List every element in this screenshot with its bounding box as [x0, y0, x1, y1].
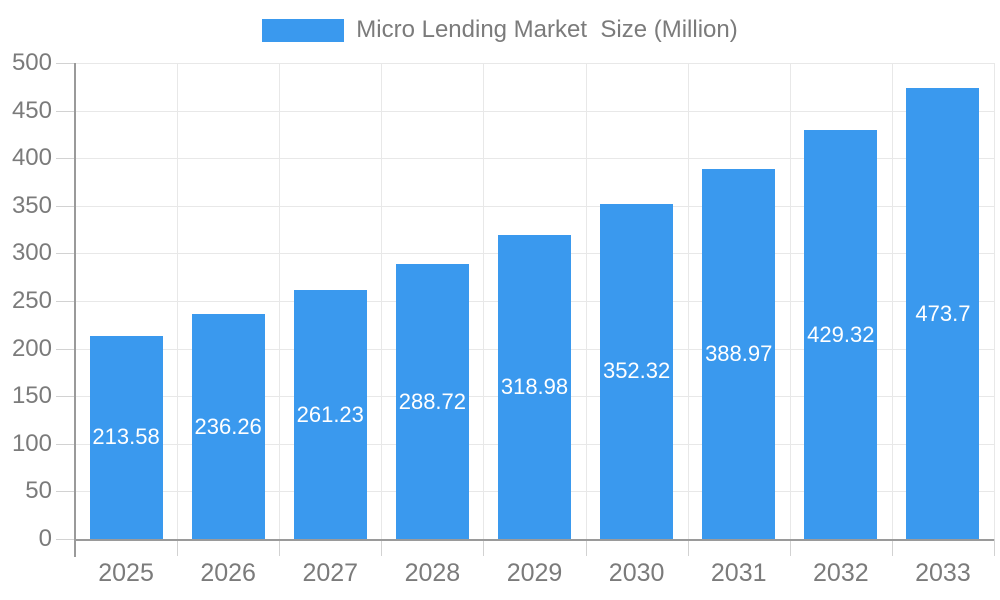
gridline-v	[789, 63, 791, 539]
y-tick	[56, 301, 74, 302]
gridline-v	[994, 63, 995, 539]
y-tick-label: 250	[11, 287, 52, 314]
gridline-v	[891, 63, 893, 539]
x-tick	[381, 539, 383, 556]
x-tick-label: 2031	[710, 559, 767, 587]
y-tick	[56, 110, 74, 112]
bar-value-label: 288.72	[398, 388, 467, 414]
x-tick	[279, 539, 281, 556]
legend: Micro Lending Market Size (Million)	[0, 15, 1000, 45]
y-tick	[56, 396, 74, 398]
gridline-h	[75, 158, 994, 160]
x-tick	[687, 539, 689, 556]
y-tick-label: 150	[11, 382, 52, 410]
y-tick	[56, 539, 74, 540]
bar-value-label: 236.26	[194, 413, 262, 439]
x-tick-label: 2033	[915, 559, 971, 587]
gridline-v	[177, 63, 179, 539]
bar-2025: 213.58	[89, 335, 163, 539]
y-tick-label: 400	[11, 144, 52, 172]
y-tick-label: 450	[11, 96, 52, 124]
y-tick-label: 100	[11, 429, 52, 457]
x-tick-label: 2026	[200, 559, 256, 587]
x-tick-label: 2027	[302, 559, 359, 587]
y-axis-line	[74, 63, 76, 557]
y-tick-label: 200	[11, 334, 52, 362]
gridline-v	[279, 63, 281, 539]
bar-value-label: 429.32	[807, 321, 875, 347]
y-tick-label: 350	[11, 191, 52, 219]
x-tick-label: 2030	[608, 559, 665, 587]
gridline-v	[483, 63, 485, 539]
x-tick	[891, 539, 893, 556]
bar-2029: 318.98	[498, 235, 571, 539]
y-tick-label: 50	[25, 477, 52, 505]
y-tick	[56, 205, 74, 207]
y-tick	[56, 158, 74, 160]
x-tick	[585, 539, 587, 556]
y-tick	[56, 63, 74, 64]
bar-2033: 473.7	[906, 88, 980, 539]
gridline-v	[381, 63, 383, 539]
x-tick	[177, 539, 179, 556]
x-tick	[483, 539, 485, 556]
y-tick	[56, 491, 74, 493]
x-tick-label: 2028	[404, 559, 461, 587]
legend-swatch-icon	[262, 18, 345, 42]
bar-2032: 429.32	[804, 130, 878, 539]
y-tick-label: 0	[38, 525, 52, 552]
bar-value-label: 318.98	[500, 374, 569, 400]
gridline-h	[75, 63, 994, 64]
bar-value-label: 388.97	[705, 340, 773, 366]
x-axis-line	[74, 539, 994, 541]
y-tick	[56, 348, 74, 350]
bar-2027: 261.23	[293, 290, 367, 539]
x-tick	[789, 539, 791, 556]
x-tick-label: 2029	[506, 559, 563, 587]
x-tick	[994, 539, 995, 556]
bar-value-label: 473.7	[915, 300, 971, 326]
y-tick	[56, 253, 74, 255]
bar-value-label: 213.58	[92, 424, 160, 450]
gridline-h	[75, 110, 994, 112]
gridline-h	[75, 205, 994, 207]
y-tick-label: 300	[11, 239, 52, 267]
x-tick-label: 2025	[98, 559, 154, 587]
legend-label: Micro Lending Market Size (Million)	[356, 16, 738, 43]
bar-value-label: 261.23	[296, 401, 364, 427]
bar-value-label: 352.32	[602, 358, 671, 384]
bar-2031: 388.97	[702, 168, 776, 539]
bar-2026: 236.26	[191, 314, 265, 539]
x-tick-label: 2032	[813, 559, 869, 587]
legend-item[interactable]: Micro Lending Market Size (Million)	[262, 15, 738, 45]
y-tick-label: 500	[11, 49, 52, 76]
bar-2028: 288.72	[395, 264, 469, 539]
y-tick	[56, 443, 74, 445]
bar-2030: 352.32	[600, 203, 674, 539]
gridline-v	[585, 63, 587, 539]
gridline-v	[687, 63, 689, 539]
